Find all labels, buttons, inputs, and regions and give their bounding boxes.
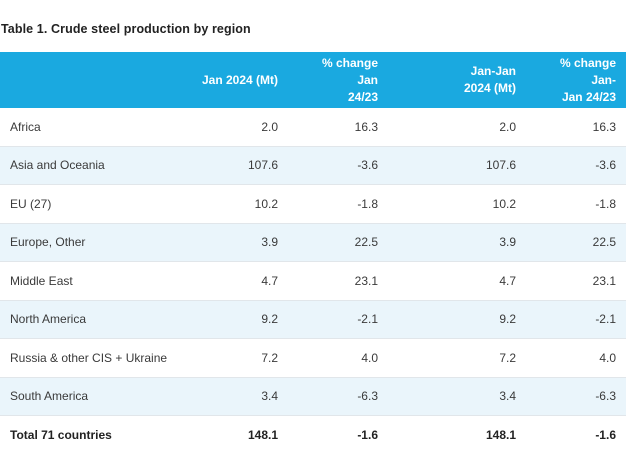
cell-jan-2024: 107.6	[188, 146, 288, 185]
cell-jan-jan-2024: 107.6	[388, 146, 526, 185]
cell-region: Russia & other CIS + Ukraine	[0, 338, 188, 378]
cell-pct-change-jan: 22.5	[288, 223, 388, 262]
cell-jan-jan-2024: 10.2	[388, 184, 526, 224]
table-row: Asia and Oceania 107.6 -3.6 107.6 -3.6	[0, 146, 626, 185]
header-pct-change-jan-line-2: 24/23	[347, 89, 378, 104]
cell-pct-change-jan: -2.1	[288, 300, 388, 339]
table-row: Middle East 4.7 23.1 4.7 23.1	[0, 261, 626, 301]
cell-total-jan-jan-2024: 148.1	[388, 415, 526, 454]
cell-jan-2024: 3.9	[188, 223, 288, 262]
table-title: Table 1. Crude steel production by regio…	[1, 22, 251, 36]
table-row: Russia & other CIS + Ukraine 7.2 4.0 7.2…	[0, 338, 626, 378]
cell-region: EU (27)	[0, 184, 188, 224]
cell-region: Africa	[0, 108, 188, 147]
cell-pct-change-jan: -3.6	[288, 146, 388, 185]
header-pct-change-jan-jan-line-1: % change Jan-	[559, 55, 616, 87]
cell-pct-change-jan: -1.8	[288, 184, 388, 224]
cell-total-pct-change-jan-jan: -1.6	[526, 415, 626, 454]
cell-pct-change-jan-jan: -6.3	[526, 377, 626, 416]
header-row: Jan 2024 (Mt) % change Jan 24/23 Jan-Jan…	[0, 52, 626, 108]
table-row: Europe, Other 3.9 22.5 3.9 22.5	[0, 223, 626, 262]
cell-pct-change-jan: -6.3	[288, 377, 388, 416]
header-pct-change-jan: % change Jan 24/23	[288, 52, 388, 108]
header-region	[0, 52, 188, 108]
cell-jan-2024: 7.2	[188, 338, 288, 378]
header-jan-jan-2024-line-2: 2024 (Mt)	[463, 81, 516, 95]
cell-pct-change-jan-jan: 22.5	[526, 223, 626, 262]
cell-jan-2024: 4.7	[188, 261, 288, 301]
steel-production-table: Jan 2024 (Mt) % change Jan 24/23 Jan-Jan…	[0, 52, 626, 454]
table-header: Jan 2024 (Mt) % change Jan 24/23 Jan-Jan…	[0, 52, 626, 108]
cell-pct-change-jan: 23.1	[288, 261, 388, 301]
header-jan-jan-2024-line-1: Jan-Jan	[470, 64, 516, 78]
cell-region: South America	[0, 377, 188, 416]
header-jan-jan-2024: Jan-Jan 2024 (Mt)	[388, 52, 526, 108]
table-row: South America 3.4 -6.3 3.4 -6.3	[0, 377, 626, 416]
total-row: Total 71 countries 148.1 -1.6 148.1 -1.6	[0, 415, 626, 454]
header-jan-2024: Jan 2024 (Mt)	[188, 52, 288, 108]
cell-pct-change-jan: 16.3	[288, 108, 388, 147]
cell-total-jan-2024: 148.1	[188, 415, 288, 454]
cell-pct-change-jan-jan: 23.1	[526, 261, 626, 301]
cell-jan-2024: 3.4	[188, 377, 288, 416]
table-row: North America 9.2 -2.1 9.2 -2.1	[0, 300, 626, 339]
cell-pct-change-jan: 4.0	[288, 338, 388, 378]
cell-pct-change-jan-jan: -1.8	[526, 184, 626, 224]
header-pct-change-jan-jan: % change Jan- Jan 24/23	[526, 52, 626, 108]
cell-jan-jan-2024: 2.0	[388, 108, 526, 147]
cell-pct-change-jan-jan: -2.1	[526, 300, 626, 339]
header-pct-change-jan-line-1: % change Jan	[321, 55, 378, 87]
cell-jan-jan-2024: 3.4	[388, 377, 526, 416]
cell-jan-jan-2024: 4.7	[388, 261, 526, 301]
cell-pct-change-jan-jan: -3.6	[526, 146, 626, 185]
header-pct-change-jan-jan-line-2: Jan 24/23	[561, 89, 616, 104]
cell-jan-jan-2024: 3.9	[388, 223, 526, 262]
cell-jan-2024: 10.2	[188, 184, 288, 224]
header-jan-2024-line-1: Jan 2024 (Mt)	[201, 72, 278, 87]
cell-region: Europe, Other	[0, 223, 188, 262]
table-row: Africa 2.0 16.3 2.0 16.3	[0, 108, 626, 147]
cell-region: Middle East	[0, 261, 188, 301]
table-row: EU (27) 10.2 -1.8 10.2 -1.8	[0, 184, 626, 224]
cell-jan-jan-2024: 9.2	[388, 300, 526, 339]
cell-total-label: Total 71 countries	[0, 415, 188, 454]
cell-pct-change-jan-jan: 16.3	[526, 108, 626, 147]
cell-total-pct-change-jan: -1.6	[288, 415, 388, 454]
table-body: Africa 2.0 16.3 2.0 16.3 Asia and Oceani…	[0, 108, 626, 454]
cell-region: North America	[0, 300, 188, 339]
cell-jan-2024: 9.2	[188, 300, 288, 339]
cell-jan-jan-2024: 7.2	[388, 338, 526, 378]
cell-region: Asia and Oceania	[0, 146, 188, 185]
cell-pct-change-jan-jan: 4.0	[526, 338, 626, 378]
cell-jan-2024: 2.0	[188, 108, 288, 147]
